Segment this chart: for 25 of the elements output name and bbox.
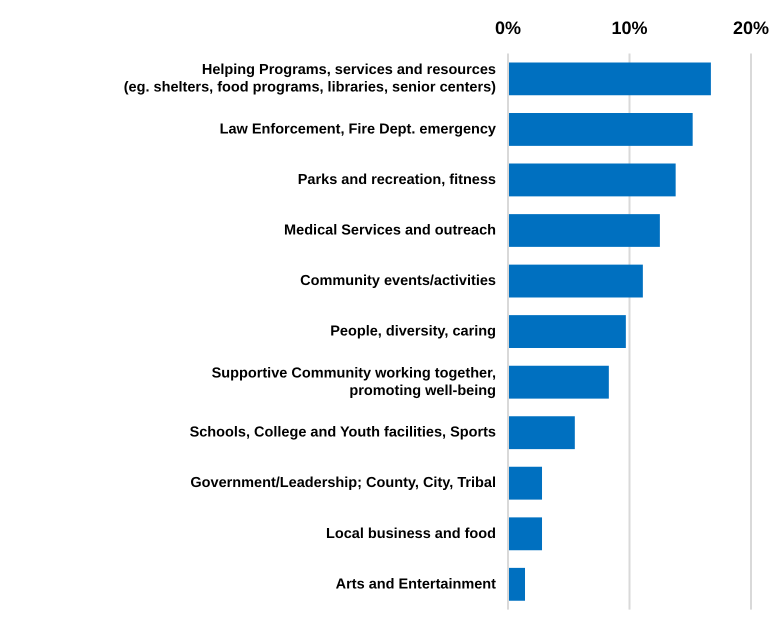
y-tick-label: Medical Services and outreach [284,222,496,239]
y-tick-label: Law Enforcement, Fire Dept. emergency [220,121,496,138]
y-tick-label: Arts and Entertainment [336,576,496,592]
bar [509,315,626,348]
y-tick-label: Local business and food [326,526,496,542]
bar [509,366,609,399]
x-tick-label: 10% [611,18,648,38]
y-tick-label: Supportive Community working together, promoting well-being [212,365,496,399]
y-tick-label: Government/Leadership; County, City, Tribal [190,475,496,492]
bar [509,62,711,96]
bar [509,164,676,196]
bar [509,264,643,298]
y-tick-label: Parks and recreation, fitness [298,172,496,188]
bar [509,416,575,450]
bar [509,568,526,601]
bar [509,517,542,550]
y-tick-label: People, diversity, caring [330,324,496,340]
y-tick-label: Community events/activities [300,273,496,290]
bar [509,214,660,247]
x-tick-label: 0% [494,18,522,38]
bar [509,112,693,146]
y-tick-label: Helping Programs, services and resources (eg. shelters, food programs, libraries, senior centers) [124,62,496,96]
bar [509,466,542,500]
y-tick-label: Schools, College and Youth facilities, Sports [190,424,496,441]
x-tick-label: 20% [732,18,769,38]
